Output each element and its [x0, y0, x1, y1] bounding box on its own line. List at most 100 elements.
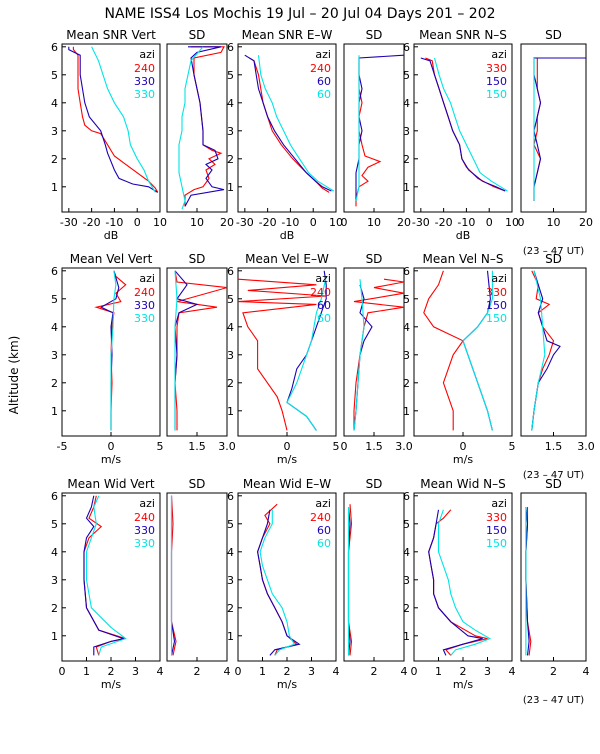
panel-title: SD	[545, 28, 562, 42]
x-tick-label: -30	[60, 216, 78, 229]
series-line-240-red	[174, 270, 227, 431]
series-line-150-cyan	[531, 270, 546, 431]
panel-frame	[343, 43, 405, 213]
x-tick-label: 20	[579, 216, 593, 229]
panel-title: SD	[366, 28, 383, 42]
legend-entry: 330	[134, 88, 155, 101]
legend-header: azi	[315, 272, 331, 285]
series-line-240-red	[94, 270, 127, 431]
panel-title: SD	[545, 252, 562, 266]
panel-title: Mean Wid Vert	[67, 477, 154, 491]
y-tick-label: 4	[403, 546, 410, 559]
y-tick-label: 5	[403, 69, 410, 82]
y-tick-label: 6	[227, 490, 234, 503]
x-tick-label: 1.5	[545, 440, 563, 453]
y-tick-label: 4	[51, 546, 58, 559]
x-tick-label: 20	[397, 216, 411, 229]
y-tick-label: 4	[227, 546, 234, 559]
y-tick-label: 1	[403, 630, 410, 643]
x-tick-label: 2	[284, 665, 291, 678]
panel-frame	[520, 267, 587, 437]
x-tick-label: 0	[486, 216, 493, 229]
x-tick-label: -20	[83, 216, 101, 229]
y-tick-label: 3	[227, 125, 234, 138]
series-line-240-red	[355, 58, 382, 207]
x-tick-label: -5	[57, 440, 68, 453]
series-line-240-red	[72, 46, 159, 193]
series-line-60-cyan	[257, 55, 334, 192]
y-tick-label: 2	[403, 377, 410, 390]
y-tick-label: 1	[227, 405, 234, 418]
series-line-60-cyan	[353, 279, 365, 431]
legend-entry: 150	[486, 75, 507, 88]
x-tick-label: 5	[333, 440, 340, 453]
figure-title: NAME ISS4 Los Mochis 19 Jul – 20 Jul 04 …	[104, 6, 495, 22]
x-axis-label: dB	[104, 229, 119, 242]
series-line-150-blue	[531, 270, 561, 431]
x-tick-label: 5	[509, 440, 516, 453]
x-tick-label: 10	[190, 216, 204, 229]
panel-10: SD 0 1.5 3.0	[341, 252, 413, 453]
panel-title: Mean SNR Vert	[66, 28, 156, 42]
x-tick-label: -10	[281, 216, 299, 229]
x-tick-label: 10	[547, 216, 561, 229]
panel-frame	[413, 43, 513, 213]
x-tick-label: 0	[460, 440, 467, 453]
panel-frame	[520, 492, 587, 662]
legend-entry: 60	[317, 299, 331, 312]
y-tick-label: 4	[51, 321, 58, 334]
y-tick-label: 1	[403, 405, 410, 418]
y-tick-label: 2	[51, 153, 58, 166]
series-line-330-red	[428, 509, 488, 656]
legend-header: azi	[491, 272, 507, 285]
x-axis-label: dB	[280, 229, 295, 242]
legend-entry: 330	[134, 537, 155, 550]
x-tick-label: 3.0	[577, 440, 595, 453]
panel-4: SD 0 10 20	[341, 28, 412, 229]
x-tick-label: 3	[484, 665, 491, 678]
legend-entry: 150	[486, 524, 507, 537]
y-tick-label: 5	[403, 518, 410, 531]
x-tick-label: 4	[157, 665, 164, 678]
legend-header: azi	[491, 48, 507, 61]
series-line-240-red	[238, 278, 327, 431]
y-axis-label: Altitude (km)	[7, 336, 21, 415]
legend-entry: 240	[310, 511, 331, 524]
y-tick-label: 1	[51, 630, 58, 643]
x-tick-label: 3	[132, 665, 139, 678]
x-tick-label: 10	[367, 216, 381, 229]
y-tick-label: 5	[51, 69, 58, 82]
x-tick-label: 3.0	[218, 440, 236, 453]
series-line-330-blue	[68, 46, 158, 193]
x-tick-label: 4	[401, 665, 408, 678]
series-line-60-blue	[244, 54, 332, 192]
x-tick-label: 2	[371, 665, 378, 678]
x-tick-label: 2	[460, 665, 467, 678]
series-line-240-red	[170, 495, 177, 656]
x-axis-label: m/s	[101, 453, 121, 466]
y-tick-label: 1	[51, 405, 58, 418]
legend-entry: 240	[134, 62, 155, 75]
legend-entry: 330	[486, 511, 507, 524]
y-tick-label: 6	[227, 41, 234, 54]
x-tick-label: 5	[157, 440, 164, 453]
x-axis-label: (23 – 47 UT)	[523, 470, 584, 481]
panel-title: SD	[545, 477, 562, 491]
legend-entry: 330	[134, 312, 155, 325]
series-line-240-red	[257, 503, 298, 656]
y-tick-label: 3	[51, 125, 58, 138]
legend-entry: 330	[486, 62, 507, 75]
x-tick-label: -20	[435, 216, 453, 229]
series-line-330-red	[423, 270, 464, 431]
panel-title: Mean Wid E–W	[243, 477, 331, 491]
legend-entry: 60	[317, 537, 331, 550]
x-tick-label: 3.0	[395, 440, 413, 453]
panel-frame	[343, 267, 405, 437]
panel-2: SD 10 20	[166, 28, 234, 229]
legend-entry: 60	[317, 312, 331, 325]
x-axis-label: m/s	[453, 678, 473, 691]
y-tick-label: 3	[51, 574, 58, 587]
